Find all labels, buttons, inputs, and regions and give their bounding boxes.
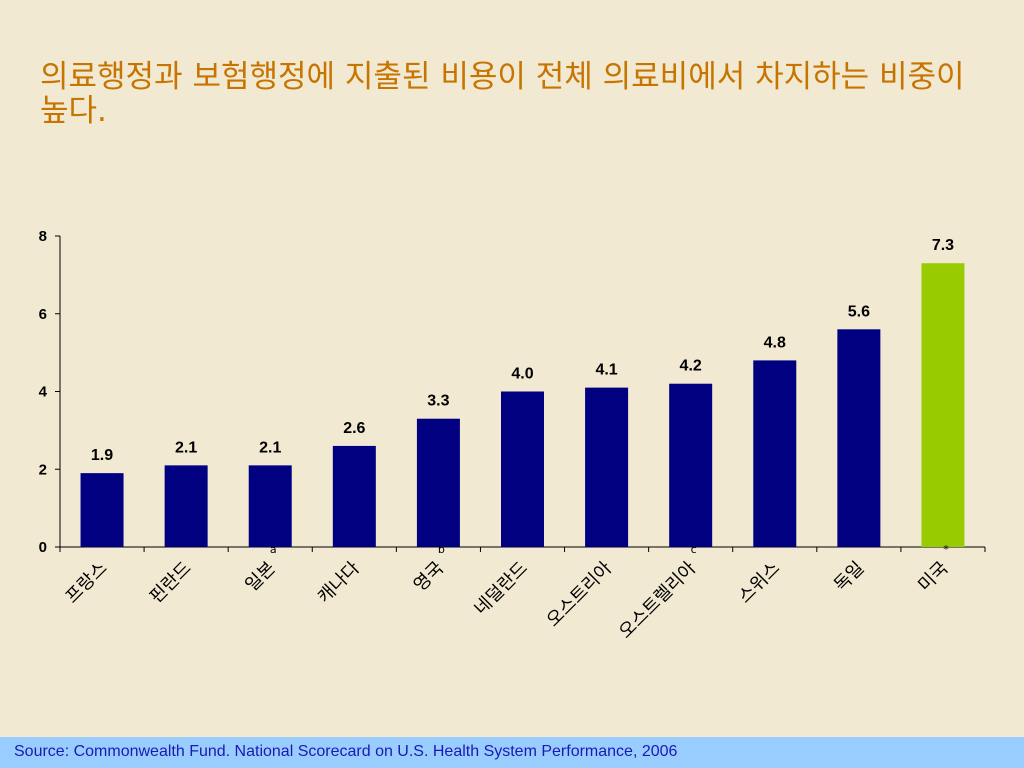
y-tick-label: 4	[39, 384, 48, 401]
x-tick-label: 캐나다	[314, 557, 364, 607]
data-label: 4.2	[680, 358, 702, 375]
y-tick-label: 2	[39, 461, 47, 478]
x-tick-label: 미국	[914, 558, 952, 596]
page-title: 의료행정과 보험행정에 지출된 비용이 전체 의료비에서 차지하는 비중이 높다…	[40, 59, 965, 129]
data-label: 1.9	[91, 447, 113, 464]
y-tick-label: 8	[39, 228, 47, 245]
x-tick-label: 프랑스	[62, 558, 112, 608]
annotation-mark: b	[438, 543, 445, 556]
bar	[416, 418, 460, 547]
data-label: 2.6	[343, 420, 365, 437]
bar-chart: 0 2 4 6 8 1.9 프랑스 2.1 핀란드 2.1 일본 2.6 캐나다 3.3 영국 4.0 네덜란…	[39, 228, 986, 643]
data-label: 4.0	[511, 366, 533, 383]
source-footer: Source: Commonwealth Fund. National Scor…	[0, 737, 1024, 768]
data-label: 2.1	[259, 439, 281, 456]
x-tick-label: 오스트렐리아	[615, 557, 700, 642]
x-tick-label: 일본	[241, 558, 279, 596]
chart-bars	[80, 263, 965, 547]
annotation-mark: c	[691, 543, 697, 556]
x-tick-label: 핀란드	[146, 558, 196, 608]
bar	[669, 383, 713, 547]
annotation-mark: *	[943, 543, 949, 556]
bar	[80, 473, 124, 547]
source-text: Source: Commonwealth Fund. National Scor…	[14, 743, 678, 760]
bar	[501, 391, 544, 547]
x-tick-label: 독일	[830, 558, 868, 596]
bar	[164, 465, 208, 547]
y-tick-label: 6	[39, 306, 47, 323]
x-tick-label: 오스트리아	[543, 557, 617, 631]
data-label: 7.3	[932, 237, 954, 254]
data-label: 3.3	[427, 393, 449, 410]
y-tick-label: 0	[39, 539, 47, 556]
annotation-mark: a	[270, 543, 277, 556]
chart-axes: 0 2 4 6 8	[39, 228, 986, 556]
x-tick-label: 영국	[410, 558, 448, 596]
x-tick-label: 네덜란드	[470, 558, 532, 620]
x-tick-label: 스위스	[734, 558, 784, 608]
bar	[332, 445, 376, 547]
bar	[753, 360, 797, 547]
bar	[921, 263, 965, 547]
data-label: 4.8	[764, 334, 786, 351]
bar	[248, 465, 292, 547]
bar	[837, 329, 881, 547]
data-label: 4.1	[595, 362, 617, 379]
bar	[585, 387, 629, 547]
data-label: 5.6	[848, 303, 870, 320]
data-label: 2.1	[175, 439, 197, 456]
